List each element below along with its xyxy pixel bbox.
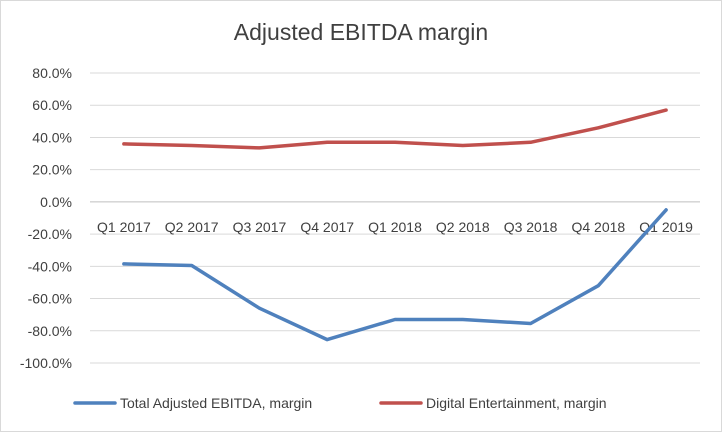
y-axis-tick-labels: 80.0% 60.0% 40.0% 20.0% 0.0% -20.0% -40.0% -60.… [20,65,72,371]
data-point [461,318,465,321]
data-point [190,264,194,268]
data-point [257,146,261,150]
data-point [393,318,397,321]
y-tick-label: -100.0% [20,355,72,371]
y-tick-label: -20.0% [28,226,72,242]
x-axis-tick-labels: Q1 2017 Q2 2017 Q3 2017 Q4 2017 Q1 2018 Q2 20… [97,219,693,235]
data-point [596,126,600,130]
data-point [190,144,194,147]
y-tick-label: -40.0% [28,258,72,274]
x-tick-label: Q3 2018 [504,219,558,235]
data-point [325,338,329,342]
y-tick-label: -60.0% [28,291,72,307]
x-tick-label: Q4 2018 [571,219,625,235]
x-tick-label: Q4 2017 [300,219,354,235]
legend: Total Adjusted EBITDA, margin Digital Ent… [73,395,607,411]
y-tick-label: 20.0% [32,162,72,178]
data-point [257,306,261,310]
y-tick-label: 40.0% [32,129,72,145]
data-point [529,140,533,144]
x-tick-label: Q2 2017 [165,219,219,235]
y-tick-label: 0.0% [40,194,72,210]
series-lines [122,108,668,342]
x-tick-label: Q3 2017 [233,219,287,235]
chart-title: Adjusted EBITDA margin [234,19,488,45]
x-tick-label: Q2 2018 [436,219,490,235]
data-point [664,208,668,212]
data-point [529,322,533,326]
legend-label: Digital Entertainment, margin [426,395,607,411]
data-point [122,142,126,146]
y-tick-label: 60.0% [32,97,72,113]
y-tick-label: 80.0% [32,65,72,81]
data-point [596,284,600,288]
data-point [461,144,465,147]
data-point [122,262,126,266]
y-tick-label: -80.0% [28,323,72,339]
data-point [664,108,668,112]
data-point [325,140,329,144]
data-point [393,140,397,144]
x-tick-label: Q1 2017 [97,219,151,235]
gridlines [90,72,700,364]
x-tick-label: Q1 2018 [368,219,422,235]
legend-label: Total Adjusted EBITDA, margin [120,395,312,411]
